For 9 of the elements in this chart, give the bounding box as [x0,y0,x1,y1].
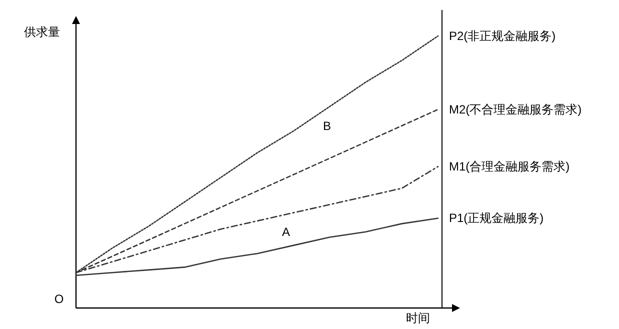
x-axis-title: 时间 [406,311,430,325]
y-axis-title: 供求量 [24,25,60,39]
series-label: M2(不合理金融服务需求) [449,102,582,116]
annotation: B [322,119,332,133]
series-label: P2(非正规金融服务) [449,29,556,43]
series-label: M1(合理金融服务需求) [449,160,570,174]
text: O [54,292,64,306]
annotation: A [282,225,290,239]
series-label: P1(正规金融服务) [449,211,544,226]
